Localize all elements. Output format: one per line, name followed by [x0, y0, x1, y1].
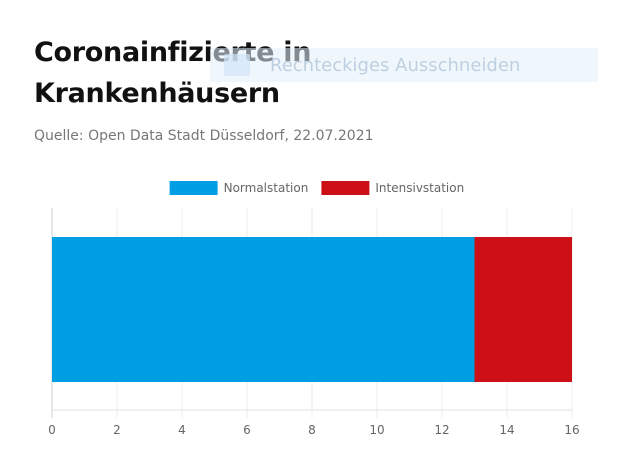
legend: Normalstation Intensivstation — [169, 181, 464, 195]
bar-intensivstation[interactable] — [474, 237, 573, 382]
x-tick-label: 2 — [113, 423, 121, 437]
legend-label: Intensivstation — [375, 181, 464, 195]
x-tick-label: 14 — [499, 423, 514, 437]
legend-label: Normalstation — [224, 181, 309, 195]
x-tick-label: 6 — [243, 423, 251, 437]
snipping-mode-icon[interactable] — [224, 54, 250, 76]
snipping-tool-overlay[interactable]: Rechteckiges Ausschneiden — [210, 48, 598, 82]
snipping-mode-label: Rechteckiges Ausschneiden — [270, 54, 521, 76]
x-tick-label: 16 — [564, 423, 579, 437]
legend-swatch — [321, 181, 370, 195]
x-tick-label: 10 — [369, 423, 384, 437]
bar-normalstation[interactable] — [52, 237, 475, 382]
x-tick-label: 12 — [434, 423, 449, 437]
legend-swatch — [169, 181, 218, 195]
x-axis: 0 2 4 6 8 10 12 14 16 — [48, 409, 580, 437]
x-tick-label: 0 — [48, 423, 56, 437]
x-tick-label: 4 — [178, 423, 186, 437]
x-tick-label: 8 — [308, 423, 316, 437]
bar-group — [52, 237, 572, 382]
chart-source: Quelle: Open Data Stadt Düsseldorf, 22.0… — [34, 128, 374, 144]
